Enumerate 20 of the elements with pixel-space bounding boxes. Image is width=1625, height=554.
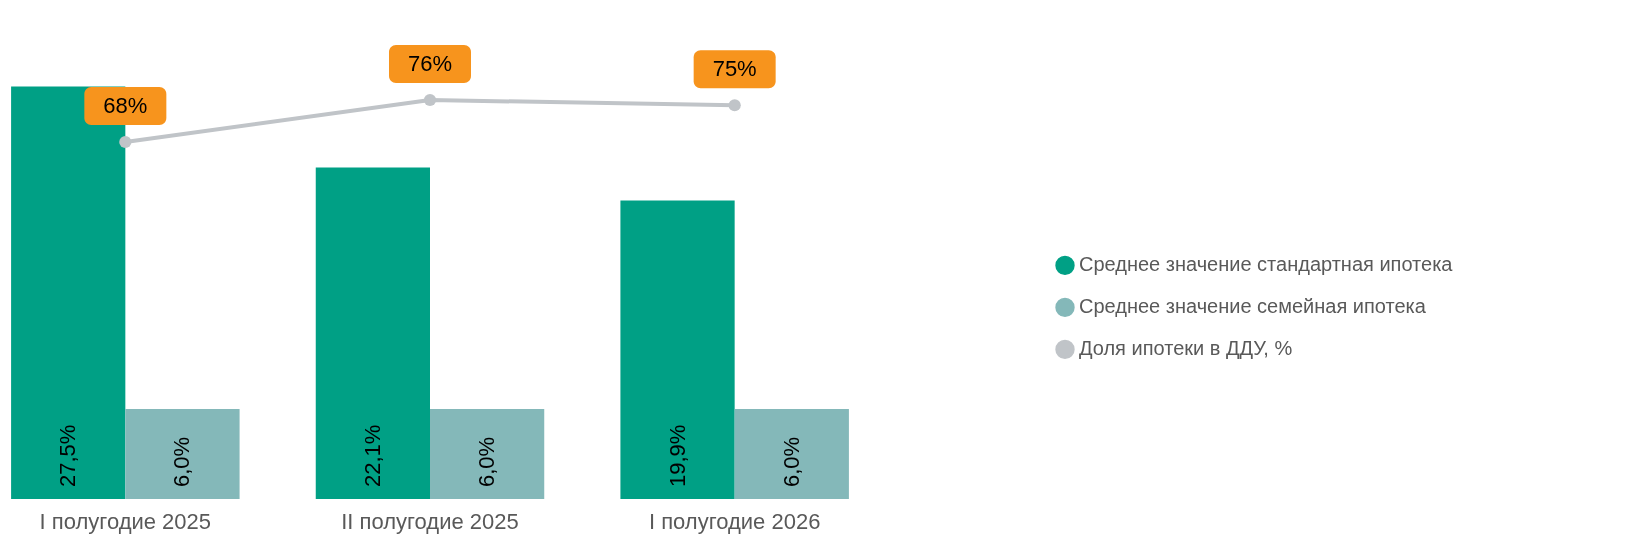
legend-label: Среднее значение стандартная ипотека	[1079, 253, 1454, 276]
legend-label: Среднее значение семейная ипотека	[1079, 295, 1427, 318]
bar	[315, 167, 430, 499]
x-tick-label: I полугодие 2025	[39, 508, 212, 534]
x-tick-label: II полугодие 2025	[341, 508, 519, 534]
data-label: 19,9%	[664, 424, 690, 487]
bar	[430, 409, 545, 499]
data-label: 75%	[712, 56, 757, 82]
legend-label: Доля ипотеки в ДДУ, %	[1079, 337, 1293, 360]
bar	[620, 200, 735, 499]
data-label: 22,1%	[359, 424, 385, 487]
bar	[734, 409, 849, 499]
bar	[125, 409, 240, 499]
data-label: 76%	[407, 51, 453, 76]
data-label: 6,0%	[474, 436, 500, 487]
data-label: 6,0%	[169, 436, 195, 487]
data-label: 6,0%	[778, 436, 804, 487]
x-tick-label: I полугодие 2026	[648, 508, 821, 534]
data-label: 27,5%	[55, 424, 81, 487]
data-label: 68%	[103, 93, 148, 118]
